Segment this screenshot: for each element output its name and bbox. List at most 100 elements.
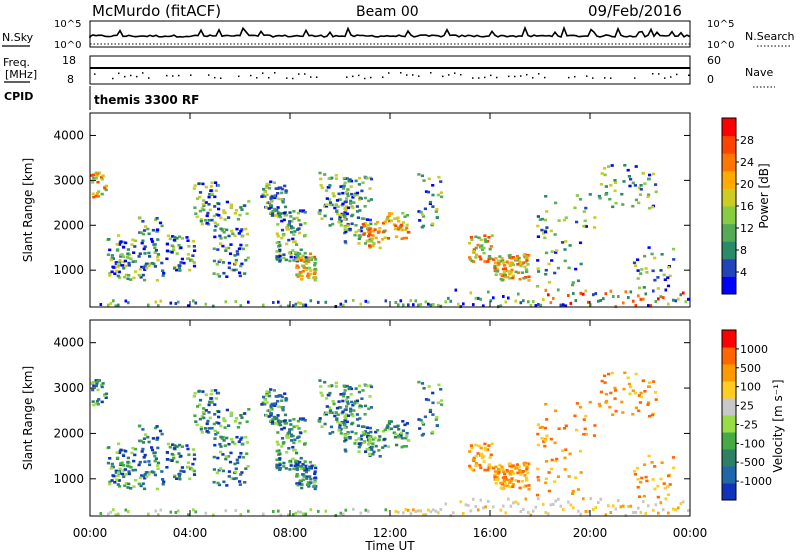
echo-cell: [144, 471, 148, 474]
echo-cell: [154, 457, 158, 460]
colorbar-tick-label: -100: [740, 437, 765, 450]
echo-cell: [494, 257, 498, 260]
nave-tick-0: 0: [707, 73, 714, 86]
echo-cell: [175, 268, 179, 272]
echo-cell: [282, 419, 286, 423]
echo-cell: [188, 268, 192, 272]
echo-cell: [296, 463, 300, 467]
echo-cell: [303, 251, 307, 255]
echo-cell: [213, 437, 217, 440]
echo-cell: [198, 398, 203, 402]
echo-cell: [436, 401, 440, 405]
echo-cell: [381, 221, 386, 225]
echo-cell: [628, 184, 632, 188]
echo-cell: [484, 448, 488, 452]
ground-scatter-cell: [519, 510, 523, 513]
echo-cell: [643, 390, 647, 393]
echo-cell: [208, 208, 212, 212]
echo-cell: [468, 450, 472, 453]
ground-scatter-cell: [157, 304, 160, 308]
echo-cell: [357, 390, 361, 394]
ground-scatter-cell: [527, 510, 530, 514]
echo-cell: [536, 475, 540, 479]
ground-scatter-cell: [292, 513, 295, 517]
ground-scatter-cell: [287, 304, 290, 308]
echo-cell: [508, 471, 512, 475]
echo-cell: [472, 456, 476, 460]
ground-scatter-cell: [572, 292, 575, 295]
nave-dot: [124, 75, 126, 78]
nave-label: Nave: [745, 66, 773, 79]
echo-cell: [288, 460, 292, 463]
echo-cell: [350, 192, 354, 196]
echo-cell: [561, 241, 565, 244]
echo-cell: [508, 277, 512, 280]
echo-cell: [180, 445, 184, 448]
echo-cell: [387, 219, 392, 223]
echo-cell: [353, 194, 357, 197]
echo-cell: [127, 472, 131, 476]
echo-cell: [493, 266, 497, 270]
echo-cell: [568, 452, 572, 456]
echo-cell: [396, 424, 400, 428]
echo-cell: [283, 413, 288, 417]
ground-scatter-cell: [529, 304, 533, 307]
ground-scatter-cell: [417, 303, 420, 307]
echo-cell: [483, 442, 487, 446]
echo-cell: [544, 268, 548, 272]
echo-cell: [668, 274, 672, 278]
colorbar-tick-label: 24: [740, 156, 754, 169]
ground-scatter-cell: [657, 297, 660, 301]
ground-scatter-cell: [124, 508, 128, 512]
echo-cell: [389, 420, 393, 423]
echo-cell: [90, 381, 94, 385]
echo-cell: [92, 384, 96, 388]
echo-cell: [301, 463, 305, 466]
echo-cell: [383, 428, 387, 432]
echo-cell: [350, 205, 354, 208]
echo-cell: [298, 479, 302, 483]
echo-cell: [278, 468, 282, 472]
echo-cell: [383, 236, 387, 239]
y-tick-label: 1000: [53, 472, 84, 486]
echo-cell: [395, 443, 399, 447]
echo-cell: [207, 195, 211, 199]
echo-cell: [280, 406, 284, 409]
echo-cell: [301, 269, 305, 273]
ground-scatter-cell: [667, 511, 670, 515]
ground-scatter-cell: [534, 304, 538, 308]
ground-scatter-cell: [302, 512, 305, 516]
echo-cell: [280, 437, 285, 440]
echo-cell: [555, 457, 559, 461]
echo-cell: [117, 270, 121, 274]
echo-cell: [137, 255, 141, 258]
colorbar-segment: [722, 364, 736, 382]
echo-cell: [314, 466, 318, 470]
ground-scatter-cell: [617, 295, 620, 298]
echo-cell: [500, 257, 504, 260]
ground-scatter-cell: [449, 299, 453, 303]
nave-tick-60: 60: [707, 54, 721, 67]
echo-cell: [193, 206, 197, 209]
ground-scatter-cell: [159, 508, 163, 512]
echo-cell: [561, 449, 565, 452]
ground-scatter-cell: [584, 289, 588, 293]
echo-cell: [96, 380, 100, 383]
echo-cell: [564, 216, 568, 219]
echo-cell: [368, 218, 372, 222]
echo-cell: [165, 242, 169, 246]
echo-cell: [219, 445, 223, 448]
echo-cell: [628, 392, 632, 396]
ground-scatter-cell: [499, 508, 503, 512]
echo-cell: [193, 392, 197, 395]
echo-cell: [156, 255, 160, 259]
nave-dot: [364, 77, 366, 80]
ground-scatter-cell: [469, 509, 473, 513]
echo-cell: [360, 189, 364, 193]
echo-cell: [234, 268, 238, 272]
ground-scatter-cell: [439, 508, 443, 511]
echo-cell: [317, 211, 321, 215]
ground-scatter-cell: [559, 303, 563, 307]
ground-scatter-cell: [239, 304, 243, 308]
